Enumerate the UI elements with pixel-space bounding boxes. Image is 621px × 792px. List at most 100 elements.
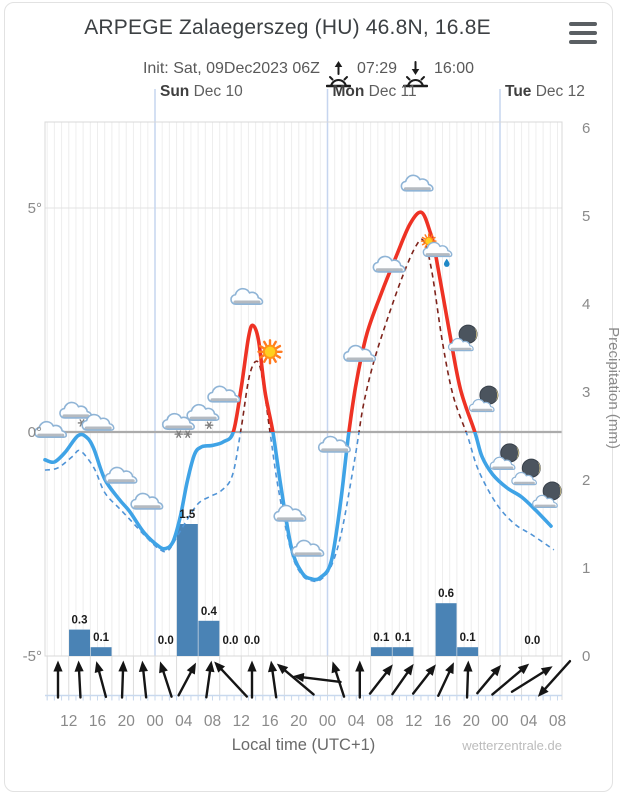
- moon-cloud-icon: [489, 443, 520, 470]
- sunrise-icon: [325, 61, 351, 88]
- precip-bar: [198, 620, 220, 656]
- precip-value-label: 0.1: [395, 632, 412, 644]
- sunrise-time: 07:29: [356, 60, 397, 77]
- cloud-icon: [372, 255, 406, 273]
- cloud-icon: [489, 456, 516, 470]
- day-label: Tue Dec 12: [505, 83, 585, 100]
- wind-arrow-icon: [368, 664, 393, 695]
- precip-axis-tick: 4: [582, 296, 590, 313]
- wind-arrow-icon: [463, 660, 473, 699]
- precip-bar: [392, 647, 414, 656]
- cloud-icon: [130, 492, 164, 510]
- precip-bar: [176, 524, 198, 656]
- init-text: Init: Sat, 09Dec2023 06Z: [142, 60, 320, 77]
- init-line: Init: Sat, 09Dec2023 06Z 07:29 16:00: [5, 60, 612, 90]
- precip-bar: [69, 629, 91, 656]
- temp-axis-tick: 5°: [28, 200, 42, 217]
- wind-arrow-icon: [411, 664, 436, 695]
- time-tick-label: 00: [146, 713, 164, 730]
- wind-arrow-icon: [437, 662, 454, 697]
- precip-value-label: 0.1: [93, 632, 110, 644]
- precip-axis-tick: 3: [582, 384, 590, 401]
- time-tick-label: 08: [376, 713, 393, 730]
- meteogram-svg: 0.3 0.1 0.0 1.5 0.4 0.0 0.0 0.1 0.1 0.6 0.1 0.0 5° 0°…: [23, 83, 621, 730]
- precip-value-label: 0.4: [201, 606, 218, 618]
- precip-value-label: 0.6: [438, 588, 454, 600]
- hamburger-icon: [569, 39, 597, 44]
- time-tick-label: 16: [89, 713, 106, 730]
- wind-arrow-icon: [177, 662, 196, 697]
- watermark: wetterzentrale.de: [462, 738, 562, 753]
- time-tick-label: 16: [434, 713, 451, 730]
- time-tick-label: 20: [463, 713, 481, 730]
- wind-arrow-icon: [537, 659, 572, 697]
- cloud-icon: [186, 403, 220, 421]
- plot-border: [44, 121, 563, 657]
- x-axis-title: Local time (UTC+1): [231, 736, 376, 754]
- wind-arrow-icon: [276, 663, 315, 696]
- hamburger-icon: [569, 30, 597, 36]
- precip-axis-title: Precipitation (mm): [605, 327, 621, 449]
- precip-value-label: 0.0: [158, 635, 174, 647]
- moon-cloud-icon: [447, 324, 478, 352]
- cloud-icon: [532, 494, 558, 509]
- forecast-card: ARPEGE Zalaegerszeg (HU) 46.8N, 16.8E In…: [4, 2, 621, 792]
- cloud-icon: [447, 337, 474, 352]
- precip-axis-tick: 2: [582, 472, 590, 489]
- moon-cloud-icon: [468, 385, 499, 413]
- precip-axis-tick: 0: [582, 648, 590, 665]
- precip-axis-tick: 5: [582, 208, 590, 225]
- snowflake-icon: [183, 430, 192, 438]
- precip-axis-tick: 6: [582, 120, 590, 137]
- wind-arrow-icon: [331, 661, 346, 698]
- cloud-icon: [230, 287, 264, 305]
- cloud-icon: [161, 412, 196, 430]
- precip-bar: [370, 647, 392, 656]
- wind-arrow-icon: [94, 661, 108, 699]
- cloud-icon: [33, 420, 68, 439]
- temperature-curve: [43, 432, 553, 582]
- moon-cloud-icon: [532, 481, 562, 509]
- time-tick-label: 20: [118, 713, 136, 730]
- wind-arrow-icon: [355, 660, 365, 699]
- time-tick-label: 04: [348, 713, 366, 730]
- cloud-icon: [422, 241, 453, 258]
- temp-axis-tick: 0°: [28, 424, 42, 441]
- precip-value-label: 0.0: [524, 635, 540, 647]
- precip-value-label: 1.5: [179, 509, 196, 521]
- cloud-icon: [207, 385, 241, 403]
- wind-arrow-icon: [247, 660, 257, 699]
- wind-arrow-icon: [74, 660, 84, 699]
- cloud-icon: [468, 398, 495, 413]
- precip-value-label: 0.0: [222, 635, 238, 647]
- precip-value-label: 0.1: [373, 632, 390, 644]
- dewpoint-curve: [44, 432, 555, 583]
- precip-value-label: 0.3: [72, 615, 88, 627]
- wind-arrow-icon: [205, 660, 215, 699]
- time-tick-label: 08: [204, 713, 221, 730]
- time-tick-label: 20: [290, 713, 308, 730]
- time-tick-label: 16: [261, 713, 278, 730]
- precip-bar: [90, 647, 112, 656]
- cloud-icon: [511, 471, 538, 486]
- snowflake-icon: [204, 421, 214, 429]
- cloud-icon: [59, 401, 93, 419]
- sunset-time: 16:00: [434, 60, 475, 77]
- wind-arrow-icon: [268, 660, 278, 699]
- day-label: Mon Dec 11: [333, 83, 417, 100]
- time-tick-label: 04: [520, 713, 538, 730]
- cloud-icon: [343, 344, 377, 362]
- precip-axis-tick: 1: [582, 560, 590, 577]
- time-tick-label: 00: [491, 713, 509, 730]
- cloud-icon: [81, 413, 115, 431]
- precip-bar: [435, 603, 457, 656]
- cloud-icon: [400, 174, 434, 192]
- sunset-icon: [403, 61, 428, 88]
- dewpoint-curve: [239, 238, 467, 432]
- hamburger-icon: [569, 22, 597, 27]
- menu-button[interactable]: [569, 22, 597, 44]
- wind-arrow-icon: [476, 664, 502, 695]
- wind-arrow-icon: [53, 660, 63, 699]
- moon-cloud-icon: [511, 458, 541, 486]
- wind-arrow-icon: [118, 660, 128, 699]
